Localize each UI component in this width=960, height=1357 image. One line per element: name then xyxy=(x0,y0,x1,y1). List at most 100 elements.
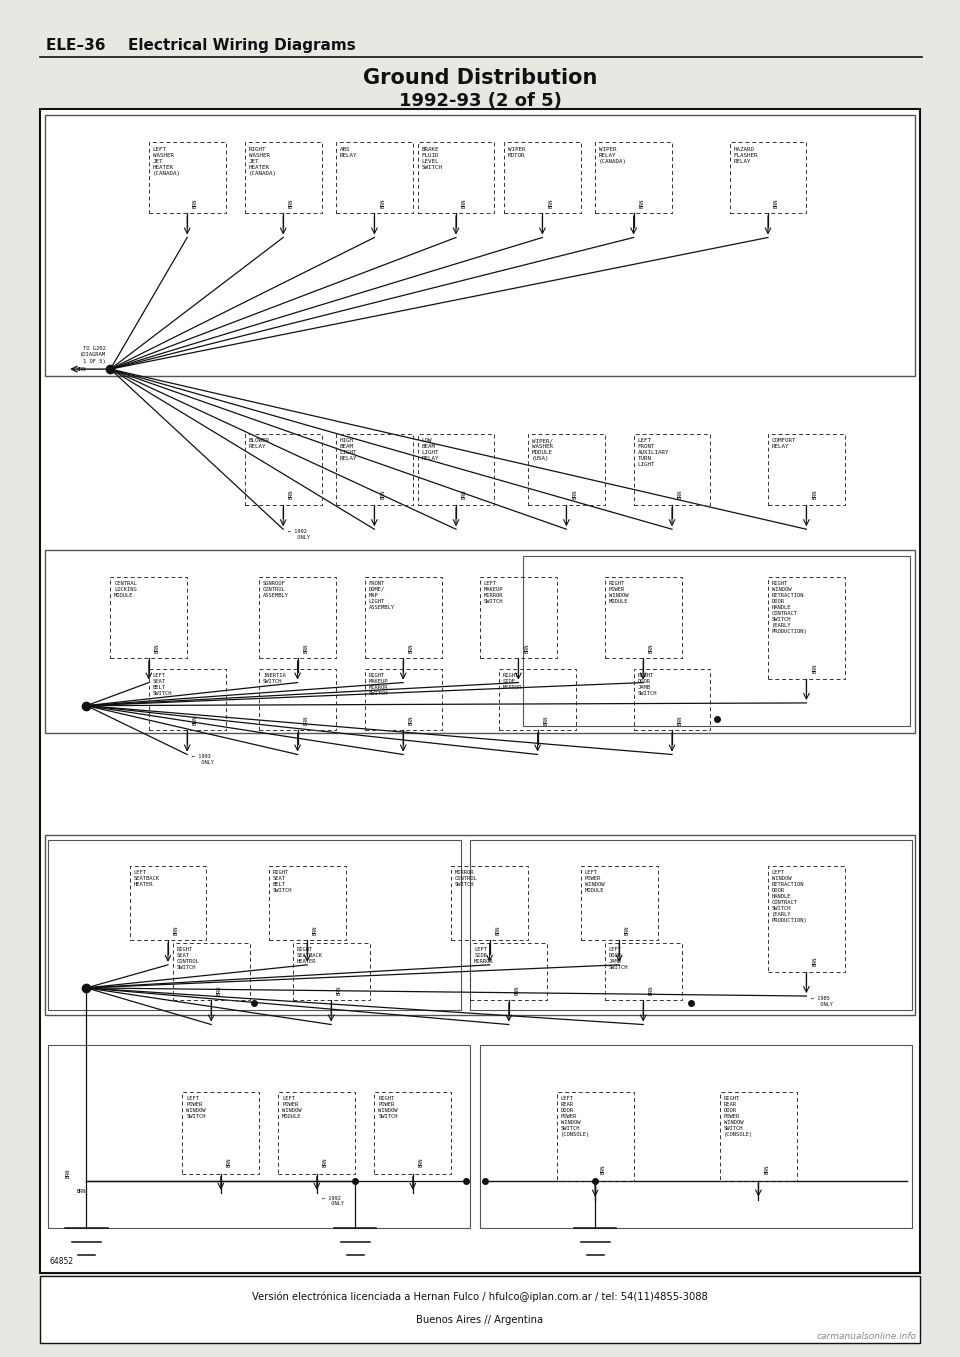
Bar xyxy=(259,669,336,730)
Bar xyxy=(634,669,710,730)
Text: ELE–36: ELE–36 xyxy=(46,38,121,53)
Text: Electrical Wiring Diagrams: Electrical Wiring Diagrams xyxy=(128,38,355,53)
Text: RIGHT
POWER
WINDOW
SWITCH: RIGHT POWER WINDOW SWITCH xyxy=(378,1096,397,1120)
Bar xyxy=(45,835,915,1015)
Bar xyxy=(245,434,322,505)
Text: BRN: BRN xyxy=(812,664,817,673)
Text: LEFT
SEATBACK
HEATER: LEFT SEATBACK HEATER xyxy=(133,870,159,887)
Bar xyxy=(182,1092,259,1174)
Text: BRN: BRN xyxy=(155,643,159,653)
Bar xyxy=(768,866,845,972)
Text: BRN: BRN xyxy=(524,643,529,653)
Text: LEFT
POWER
WINDOW
MODULE: LEFT POWER WINDOW MODULE xyxy=(585,870,604,893)
Text: BRN: BRN xyxy=(678,490,683,499)
Text: BRN: BRN xyxy=(419,1158,423,1167)
Text: ← 1985
   ONLY: ← 1985 ONLY xyxy=(811,996,833,1007)
Text: BRN: BRN xyxy=(543,715,548,725)
Text: BRN: BRN xyxy=(639,198,644,208)
Text: HIGH
BEAM
LIGHT
RELAY: HIGH BEAM LIGHT RELAY xyxy=(340,438,357,461)
Text: LOW
BEAM
LIGHT
RELAY: LOW BEAM LIGHT RELAY xyxy=(421,438,439,461)
Text: RIGHT
DOOR
JAMB
SWITCH: RIGHT DOOR JAMB SWITCH xyxy=(637,673,657,696)
Text: RIGHT
SEATBACK
HEATER: RIGHT SEATBACK HEATER xyxy=(297,947,323,965)
Bar xyxy=(470,840,912,1010)
Bar xyxy=(48,1045,470,1228)
Text: LEFT
REAR
DOOR
POWER
WINDOW
SWITCH
(CONSOLE): LEFT REAR DOOR POWER WINDOW SWITCH (CONS… xyxy=(561,1096,589,1137)
Text: RIGHT
MAKEUP
MIRROR
SWITCH: RIGHT MAKEUP MIRROR SWITCH xyxy=(369,673,388,696)
Bar xyxy=(528,434,605,505)
Text: COMFORT
RELAY: COMFORT RELAY xyxy=(772,438,797,449)
Text: WIPER
RELAY
(CANADA): WIPER RELAY (CANADA) xyxy=(599,147,627,164)
Text: LEFT
POWER
WINDOW
SWITCH: LEFT POWER WINDOW SWITCH xyxy=(186,1096,205,1120)
Text: BRN: BRN xyxy=(462,490,467,499)
Text: LEFT
WINDOW
RETRACTION
DOOR
HANDLE
CONTRACT
SWITCH
(EARLY
PRODUCTION): LEFT WINDOW RETRACTION DOOR HANDLE CONTR… xyxy=(772,870,807,923)
Bar xyxy=(418,142,494,213)
Text: BRN: BRN xyxy=(77,1189,86,1194)
Text: LEFT
WASHER
JET
HEATER
(CANADA): LEFT WASHER JET HEATER (CANADA) xyxy=(153,147,180,175)
Text: FRONT
DOME/
MAP
LIGHT
ASSEMBLY: FRONT DOME/ MAP LIGHT ASSEMBLY xyxy=(369,581,395,609)
Text: BRN: BRN xyxy=(289,490,294,499)
Text: BRN: BRN xyxy=(812,957,817,966)
Text: BRN: BRN xyxy=(409,715,414,725)
Text: BRN: BRN xyxy=(515,985,519,995)
Text: RIGHT
REAR
DOOR
POWER
WINDOW
SWITCH
(CONSOLE): RIGHT REAR DOOR POWER WINDOW SWITCH (CON… xyxy=(724,1096,753,1137)
Bar xyxy=(45,115,915,376)
Text: MIRROR
CONTROL
SWITCH: MIRROR CONTROL SWITCH xyxy=(455,870,478,887)
Text: LEFT
MAKEUP
MIRROR
SWITCH: LEFT MAKEUP MIRROR SWITCH xyxy=(484,581,503,604)
Bar xyxy=(720,1092,797,1181)
Bar xyxy=(634,434,710,505)
Text: LEFT
DOOR
JAMB
SWITCH: LEFT DOOR JAMB SWITCH xyxy=(609,947,628,970)
Text: INERTIA
SWITCH: INERTIA SWITCH xyxy=(263,673,286,684)
Bar xyxy=(365,577,442,658)
Text: BRN: BRN xyxy=(289,198,294,208)
Bar xyxy=(470,943,547,1000)
Bar xyxy=(336,434,413,505)
Text: CENTRAL
LOCKING
MODULE: CENTRAL LOCKING MODULE xyxy=(114,581,137,598)
Text: BRN: BRN xyxy=(303,715,308,725)
Text: G302: G302 xyxy=(585,1276,606,1285)
Bar xyxy=(523,556,910,726)
Text: WIPER
MOTOR: WIPER MOTOR xyxy=(508,147,525,157)
Text: 1992-93 (2 of 5): 1992-93 (2 of 5) xyxy=(398,92,562,110)
Text: BRN: BRN xyxy=(193,198,198,208)
Text: ABS
RELAY: ABS RELAY xyxy=(340,147,357,157)
Bar xyxy=(110,577,187,658)
Text: LEFT
SIDE
MIRROR: LEFT SIDE MIRROR xyxy=(474,947,493,965)
Text: BRN: BRN xyxy=(174,925,179,935)
Text: BRN: BRN xyxy=(812,490,817,499)
Text: BRN: BRN xyxy=(495,925,500,935)
Text: Ground Distribution: Ground Distribution xyxy=(363,68,597,88)
Text: BRN: BRN xyxy=(462,198,467,208)
Bar xyxy=(480,577,557,658)
Bar xyxy=(48,840,461,1010)
Bar xyxy=(365,669,442,730)
Text: G203: G203 xyxy=(76,1276,97,1285)
Text: 64852: 64852 xyxy=(50,1257,74,1266)
Bar xyxy=(499,669,576,730)
Text: SUNROOF
CONTROL
ASSEMBLY: SUNROOF CONTROL ASSEMBLY xyxy=(263,581,289,598)
Bar xyxy=(149,669,226,730)
Text: BRN: BRN xyxy=(572,490,577,499)
Text: ← 1992
   ONLY: ← 1992 ONLY xyxy=(322,1196,344,1206)
Text: ← 1993
   ONLY: ← 1993 ONLY xyxy=(192,754,214,765)
Bar xyxy=(581,866,658,940)
Bar xyxy=(595,142,672,213)
Text: BRN: BRN xyxy=(649,985,654,995)
Text: HAZARD
FLASHER
RELAY: HAZARD FLASHER RELAY xyxy=(733,147,758,164)
Text: RIGHT
POWER
WINDOW
MODULE: RIGHT POWER WINDOW MODULE xyxy=(609,581,628,604)
Text: BRN: BRN xyxy=(217,985,222,995)
Text: BRN: BRN xyxy=(77,366,86,372)
Bar xyxy=(245,142,322,213)
Bar xyxy=(374,1092,451,1174)
Text: Versión electrónica licenciada a Hernan Fulco / hfulco@iplan.com.ar / tel: 54(11: Versión electrónica licenciada a Hernan … xyxy=(252,1292,708,1303)
Bar xyxy=(336,142,413,213)
Text: RIGHT
SEAT
CONTROL
SWITCH: RIGHT SEAT CONTROL SWITCH xyxy=(177,947,200,970)
Text: BRN: BRN xyxy=(323,1158,327,1167)
Text: TO G202
(DIAGRAM
1 OF 5): TO G202 (DIAGRAM 1 OF 5) xyxy=(80,346,106,364)
Text: BRN: BRN xyxy=(227,1158,231,1167)
Text: BRN: BRN xyxy=(625,925,630,935)
Bar xyxy=(605,943,682,1000)
Text: BRN: BRN xyxy=(380,490,385,499)
Text: RIGHT
WASHER
JET
HEATER
(CANADA): RIGHT WASHER JET HEATER (CANADA) xyxy=(249,147,276,175)
Text: BRN: BRN xyxy=(649,643,654,653)
Text: ← 1992
   ONLY: ← 1992 ONLY xyxy=(288,529,310,540)
